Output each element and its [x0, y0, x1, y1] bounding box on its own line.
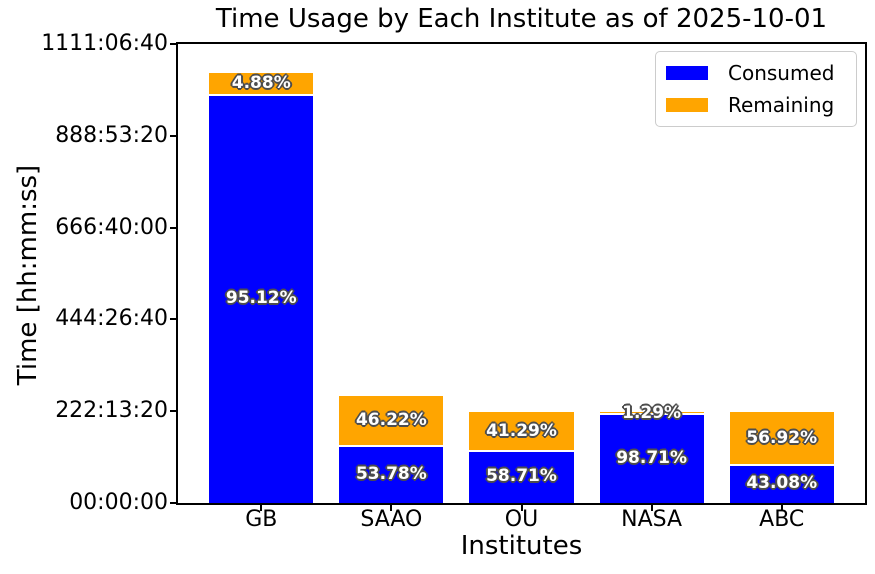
bar-label-remaining-SAAO: 46.22%: [355, 410, 427, 431]
legend: Consumed Remaining: [655, 51, 857, 127]
x-tick-label-NASA: NASA: [621, 507, 683, 532]
y-axis-label: Time [hh:mm:ss]: [13, 164, 43, 386]
legend-item-consumed: Consumed: [666, 61, 844, 85]
y-tick-label: 888:53:20: [55, 122, 168, 148]
y-tick-label: 222:13:20: [55, 398, 168, 424]
bar-segment-consumed-GB: [209, 93, 314, 503]
bar-label-remaining-NASA: 1.29%: [622, 402, 682, 423]
y-tick-mark: [170, 318, 176, 321]
y-tick-mark: [170, 502, 176, 504]
bar-segment-consumed-NASA: [599, 413, 704, 503]
y-tick-label: 00:00:00: [69, 490, 168, 515]
bar-segment-remaining-GB: [209, 72, 314, 94]
legend-swatch-remaining-icon: [666, 98, 708, 112]
legend-label-consumed: Consumed: [728, 61, 835, 85]
bar-label-consumed-ABC: 43.08%: [746, 473, 818, 494]
bar-segment-remaining-NASA: [599, 412, 704, 414]
x-tick-mark: [390, 505, 393, 511]
legend-swatch-consumed-icon: [666, 66, 708, 80]
bar-label-remaining-ABC: 56.92%: [746, 427, 818, 448]
legend-item-remaining: Remaining: [666, 93, 844, 117]
bar-segment-consumed-OU: [469, 449, 574, 503]
y-tick-mark: [170, 226, 176, 229]
bar-label-consumed-GB: 95.12%: [225, 288, 297, 309]
bar-segment-consumed-SAAO: [339, 445, 444, 503]
x-tick-mark: [260, 505, 263, 511]
bar-label-consumed-OU: 58.71%: [486, 466, 557, 487]
x-tick-label-GB: GB: [245, 507, 278, 532]
x-tick-mark: [780, 505, 783, 511]
bar-segment-consumed-ABC: [729, 463, 834, 503]
y-tick-label: 444:26:40: [55, 306, 168, 332]
y-tick-mark: [170, 43, 176, 45]
plot-area: Consumed Remaining 95.12% 4.88% 53.78% 46.2…: [176, 42, 867, 505]
x-tick-mark: [650, 505, 653, 511]
bar-segment-remaining-OU: [469, 412, 574, 450]
bar-label-remaining-OU: 41.29%: [486, 420, 557, 441]
y-tick-mark: [170, 410, 176, 413]
x-tick-label-SAAO: SAAO: [360, 507, 423, 532]
x-tick-label-ABC: ABC: [759, 507, 805, 532]
y-tick-label: 1111:06:40: [41, 31, 168, 56]
x-axis-label: Institutes: [460, 531, 583, 561]
bar-label-consumed-SAAO: 53.78%: [355, 464, 427, 485]
bar-segment-remaining-SAAO: [339, 395, 444, 446]
legend-label-remaining: Remaining: [728, 93, 835, 117]
bar-label-remaining-GB: 4.88%: [231, 73, 291, 94]
y-tick-mark: [170, 134, 176, 137]
bar-label-consumed-NASA: 98.71%: [616, 448, 688, 469]
y-tick-label: 666:40:00: [55, 214, 168, 240]
bar-segment-remaining-ABC: [729, 412, 834, 464]
x-tick-mark: [520, 505, 523, 511]
chart-title: Time Usage by Each Institute as of 2025-…: [215, 4, 828, 34]
x-tick-label-OU: OU: [504, 507, 539, 532]
